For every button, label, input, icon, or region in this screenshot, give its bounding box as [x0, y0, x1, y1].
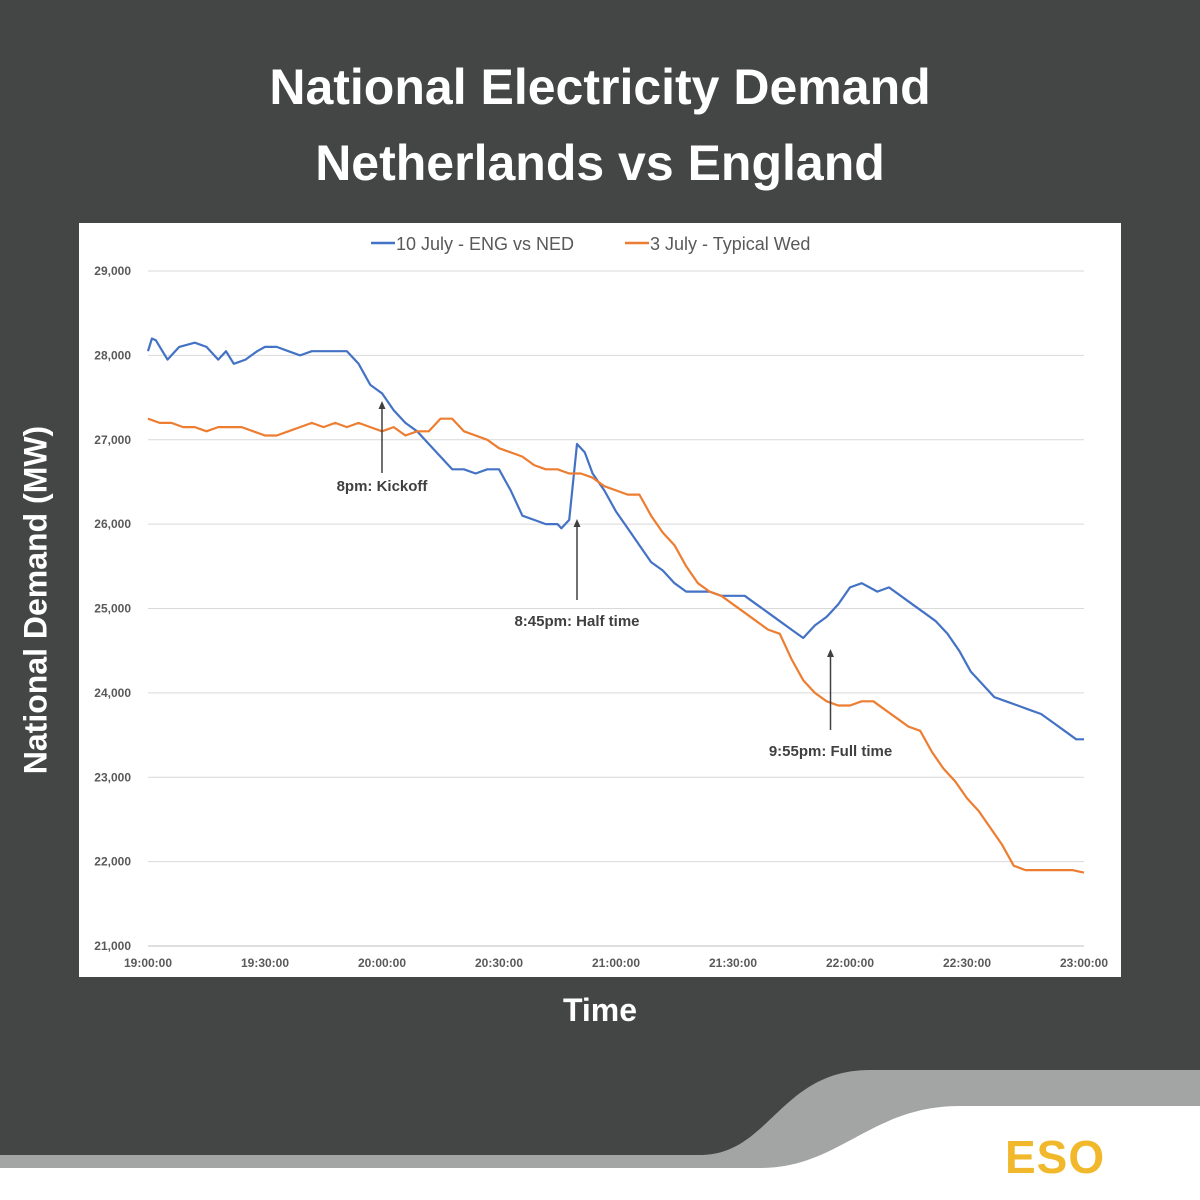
footer-swoosh: [0, 1070, 1200, 1200]
line-chart: 21,000 22,000 23,000 24,000 25,000 26,000 27,0…: [94, 234, 1108, 970]
x-tick-label: 20:30:00: [475, 956, 523, 970]
annotation-arrow-head: [573, 519, 581, 527]
x-tick-label: 21:30:00: [709, 956, 757, 970]
annotation-arrow-head: [827, 649, 834, 657]
series-line-typical-wed: [147, 417, 1085, 874]
y-tick-label: 25,000: [94, 602, 131, 616]
chart-title-line-2: Netherlands vs England: [315, 135, 885, 191]
legend-label: 10 July - ENG vs NED: [396, 234, 574, 254]
x-tick-label: 22:30:00: [943, 956, 991, 970]
chart-panel: 21,000 22,000 23,000 24,000 25,000 26,000 27,0…: [79, 223, 1121, 977]
annotation-label: 8pm: Kickoff: [337, 478, 429, 495]
legend-label: 3 July - Typical Wed: [650, 234, 810, 254]
x-tick-label: 21:00:00: [592, 956, 640, 970]
x-tick-label: 22:00:00: [826, 956, 874, 970]
y-tick-label: 28,000: [94, 348, 131, 362]
series-line-eng-vs-ned: [146, 337, 1084, 741]
y-axis-label: National Demand (MW): [17, 425, 54, 775]
y-tick-label: 24,000: [94, 686, 131, 700]
x-tick-label: 19:00:00: [124, 956, 172, 970]
x-axis-label: Time: [562, 992, 638, 1028]
y-tick-label: 22,000: [94, 855, 131, 869]
x-tick-label: 19:30:00: [241, 956, 289, 970]
x-tick-label: 23:00:00: [1060, 956, 1108, 970]
y-tick-label: 23,000: [94, 770, 131, 784]
chart-title-line-1: National Electricity Demand: [269, 59, 931, 115]
eso-logo: ESO: [1005, 1131, 1106, 1183]
annotation-arrow-head: [378, 401, 386, 409]
annotation-label: 9:55pm: Full time: [769, 743, 892, 760]
annotation-label: 8:45pm: Half time: [514, 613, 639, 630]
y-tick-label: 21,000: [94, 939, 131, 953]
x-tick-label: 20:00:00: [358, 956, 406, 970]
y-tick-label: 27,000: [94, 433, 131, 447]
y-tick-label: 26,000: [94, 517, 131, 531]
y-tick-label: 29,000: [94, 264, 131, 278]
